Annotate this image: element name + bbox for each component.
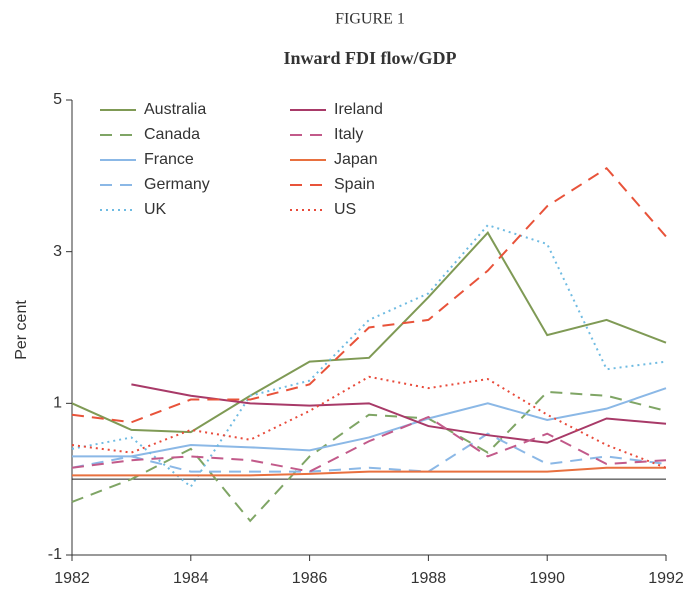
legend-label: Canada	[144, 126, 200, 143]
series-line	[71, 223, 667, 489]
x-tick-label: 1984	[173, 570, 209, 587]
series-line	[71, 231, 667, 434]
chart-header: FIGURE 1	[335, 11, 405, 28]
legend-label: Germany	[144, 176, 210, 193]
series-line	[71, 166, 667, 424]
legend-label: Italy	[334, 126, 363, 143]
y-tick-label: 3	[53, 243, 62, 260]
legend-label: France	[144, 151, 194, 168]
legend-label: Australia	[144, 101, 206, 118]
y-tick-label: 1	[53, 395, 62, 412]
legend-label: Spain	[334, 176, 375, 193]
series-line	[71, 432, 667, 473]
x-tick-label: 1992	[648, 570, 684, 587]
x-tick-label: 1990	[529, 570, 565, 587]
legend-label: US	[334, 201, 356, 218]
series-line	[71, 390, 667, 523]
series-line	[72, 466, 666, 477]
legend-label: Ireland	[334, 101, 383, 118]
y-tick-label: -1	[48, 546, 62, 563]
x-tick-label: 1982	[54, 570, 90, 587]
series-line	[71, 375, 667, 469]
series-line	[72, 387, 667, 458]
chart-title: Inward FDI flow/GDP	[283, 48, 456, 68]
x-tick-label: 1986	[292, 570, 328, 587]
x-tick-label: 1988	[411, 570, 447, 587]
y-tick-label: 5	[53, 91, 62, 108]
series-line	[71, 415, 667, 473]
y-axis-label: Per cent	[13, 300, 30, 360]
legend-label: Japan	[334, 151, 378, 168]
legend-label: UK	[144, 201, 167, 218]
